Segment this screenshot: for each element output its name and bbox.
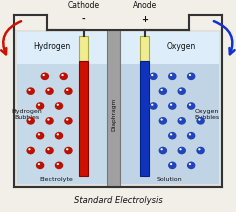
Circle shape xyxy=(45,117,54,125)
Circle shape xyxy=(168,132,177,139)
Bar xyxy=(17,64,107,184)
Circle shape xyxy=(38,163,40,165)
Circle shape xyxy=(159,147,167,154)
Circle shape xyxy=(160,89,163,91)
Text: Oxygen
Bubbles: Oxygen Bubbles xyxy=(194,109,219,120)
Circle shape xyxy=(47,119,50,121)
Circle shape xyxy=(47,148,50,150)
Circle shape xyxy=(57,104,59,106)
Text: Solution: Solution xyxy=(157,177,183,182)
Circle shape xyxy=(189,133,191,135)
Circle shape xyxy=(28,148,31,150)
Circle shape xyxy=(179,119,182,121)
Text: Anode: Anode xyxy=(133,1,157,10)
Circle shape xyxy=(36,162,44,169)
Circle shape xyxy=(189,163,191,165)
Text: Cathode: Cathode xyxy=(67,1,100,10)
Text: +: + xyxy=(141,15,148,24)
Text: -: - xyxy=(82,15,85,24)
Bar xyxy=(79,61,88,176)
Circle shape xyxy=(36,132,44,139)
Circle shape xyxy=(160,119,163,121)
Circle shape xyxy=(26,87,35,95)
Circle shape xyxy=(189,74,191,76)
Text: Hydrogen
Bubbles: Hydrogen Bubbles xyxy=(12,109,42,120)
Circle shape xyxy=(57,163,59,165)
Circle shape xyxy=(38,104,40,106)
Circle shape xyxy=(196,147,205,154)
Circle shape xyxy=(59,73,68,80)
Circle shape xyxy=(47,89,50,91)
Circle shape xyxy=(64,147,73,154)
Text: Diaphragm: Diaphragm xyxy=(111,98,116,131)
Circle shape xyxy=(38,133,40,135)
Circle shape xyxy=(168,162,177,169)
Circle shape xyxy=(198,148,201,150)
Circle shape xyxy=(179,89,182,91)
Bar xyxy=(14,30,222,187)
Circle shape xyxy=(151,74,153,76)
Circle shape xyxy=(26,117,35,125)
Bar xyxy=(120,32,219,64)
Circle shape xyxy=(26,147,35,154)
Circle shape xyxy=(170,104,172,106)
Text: Electrolyte: Electrolyte xyxy=(40,177,74,182)
Circle shape xyxy=(57,133,59,135)
Circle shape xyxy=(187,132,195,139)
Bar xyxy=(120,64,219,184)
Circle shape xyxy=(170,133,172,135)
Circle shape xyxy=(151,104,153,106)
Circle shape xyxy=(187,73,195,80)
Circle shape xyxy=(61,74,64,76)
Bar xyxy=(17,32,107,64)
Circle shape xyxy=(177,117,186,125)
Circle shape xyxy=(42,74,45,76)
Circle shape xyxy=(45,147,54,154)
Circle shape xyxy=(41,73,49,80)
Circle shape xyxy=(179,148,182,150)
Text: Hydrogen: Hydrogen xyxy=(33,42,71,51)
Circle shape xyxy=(64,87,73,95)
Circle shape xyxy=(168,73,177,80)
Circle shape xyxy=(45,87,54,95)
Text: Standard Electrolysis: Standard Electrolysis xyxy=(74,196,162,205)
Bar xyxy=(140,61,149,176)
Circle shape xyxy=(64,117,73,125)
Circle shape xyxy=(170,163,172,165)
Circle shape xyxy=(159,87,167,95)
Circle shape xyxy=(170,74,172,76)
Text: Oxygen: Oxygen xyxy=(167,42,196,51)
Circle shape xyxy=(55,102,63,110)
Circle shape xyxy=(66,89,68,91)
Circle shape xyxy=(160,148,163,150)
Circle shape xyxy=(55,132,63,139)
Circle shape xyxy=(159,117,167,125)
Circle shape xyxy=(55,162,63,169)
Bar xyxy=(140,36,149,61)
Circle shape xyxy=(149,73,158,80)
Circle shape xyxy=(36,102,44,110)
Circle shape xyxy=(187,162,195,169)
Circle shape xyxy=(149,102,158,110)
Circle shape xyxy=(177,147,186,154)
Circle shape xyxy=(28,119,31,121)
Circle shape xyxy=(177,87,186,95)
Circle shape xyxy=(66,148,68,150)
Circle shape xyxy=(28,89,31,91)
Bar xyxy=(79,36,88,61)
Circle shape xyxy=(189,104,191,106)
Bar xyxy=(107,30,120,187)
Circle shape xyxy=(198,119,201,121)
Circle shape xyxy=(66,119,68,121)
Circle shape xyxy=(168,102,177,110)
Circle shape xyxy=(187,102,195,110)
Circle shape xyxy=(196,117,205,125)
